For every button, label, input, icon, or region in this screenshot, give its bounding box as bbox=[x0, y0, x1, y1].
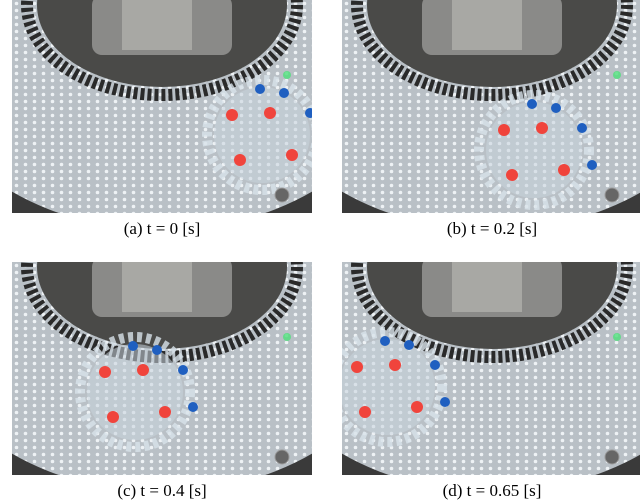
bolt bbox=[275, 450, 289, 464]
red-marker bbox=[506, 169, 518, 181]
small-gear bbox=[486, 102, 582, 198]
red-marker bbox=[159, 406, 171, 418]
red-marker bbox=[99, 366, 111, 378]
red-marker bbox=[107, 411, 119, 423]
blue-marker bbox=[404, 340, 414, 350]
red-marker bbox=[286, 149, 298, 161]
green-light bbox=[283, 333, 291, 341]
red-marker bbox=[389, 359, 401, 371]
blue-marker bbox=[152, 345, 162, 355]
photo bbox=[342, 262, 640, 475]
figure: (a) t = 0 [s] (b) t = 0.2 [s] (c) t = 0.… bbox=[0, 0, 641, 501]
blue-marker bbox=[551, 103, 561, 113]
blue-marker bbox=[430, 360, 440, 370]
blue-marker bbox=[255, 84, 265, 94]
shaft-highlight bbox=[122, 262, 192, 312]
photo bbox=[12, 262, 312, 475]
red-marker bbox=[498, 124, 510, 136]
red-marker bbox=[234, 154, 246, 166]
blue-marker bbox=[128, 341, 138, 351]
blue-marker bbox=[440, 397, 450, 407]
shaft-highlight bbox=[452, 262, 522, 312]
red-marker bbox=[359, 406, 371, 418]
bolt bbox=[275, 188, 289, 202]
small-gear bbox=[342, 339, 435, 435]
blue-marker bbox=[577, 123, 587, 133]
bolt bbox=[605, 188, 619, 202]
bolt bbox=[605, 450, 619, 464]
panel: (c) t = 0.4 [s] bbox=[12, 262, 312, 501]
blue-marker bbox=[587, 160, 597, 170]
photo bbox=[12, 0, 312, 213]
green-light bbox=[613, 333, 621, 341]
caption: (b) t = 0.2 [s] bbox=[342, 219, 641, 239]
shaft-highlight bbox=[122, 0, 192, 50]
caption: (d) t = 0.65 [s] bbox=[342, 481, 641, 501]
panel: (b) t = 0.2 [s] bbox=[342, 0, 641, 239]
green-light bbox=[283, 71, 291, 79]
blue-marker bbox=[527, 99, 537, 109]
blue-marker bbox=[188, 402, 198, 412]
red-marker bbox=[536, 122, 548, 134]
blue-marker bbox=[279, 88, 289, 98]
red-marker bbox=[264, 107, 276, 119]
blue-marker bbox=[380, 336, 390, 346]
caption: (c) t = 0.4 [s] bbox=[12, 481, 312, 501]
red-marker bbox=[411, 401, 423, 413]
red-marker bbox=[351, 361, 363, 373]
photo bbox=[342, 0, 640, 213]
shaft-highlight bbox=[452, 0, 522, 50]
small-gear bbox=[87, 344, 183, 440]
blue-marker bbox=[178, 365, 188, 375]
caption: (a) t = 0 [s] bbox=[12, 219, 312, 239]
panel: (a) t = 0 [s] bbox=[12, 0, 312, 239]
panel: (d) t = 0.65 [s] bbox=[342, 262, 641, 501]
red-marker bbox=[558, 164, 570, 176]
red-marker bbox=[226, 109, 238, 121]
green-light bbox=[613, 71, 621, 79]
red-marker bbox=[137, 364, 149, 376]
small-gear bbox=[214, 87, 310, 183]
